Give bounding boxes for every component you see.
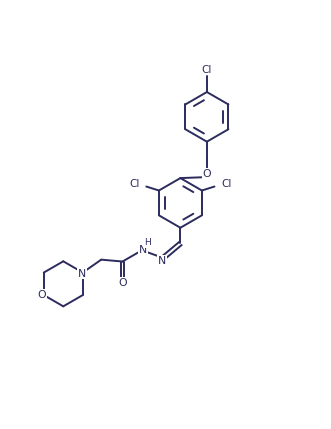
Text: N: N [158, 256, 166, 266]
Text: Cl: Cl [129, 179, 140, 189]
Text: H: H [144, 239, 151, 248]
Text: O: O [203, 169, 211, 179]
Text: O: O [118, 278, 127, 288]
Text: N: N [139, 245, 147, 255]
Text: Cl: Cl [202, 64, 212, 75]
Text: O: O [38, 290, 46, 300]
Text: Cl: Cl [221, 179, 231, 189]
Text: N: N [78, 269, 86, 278]
